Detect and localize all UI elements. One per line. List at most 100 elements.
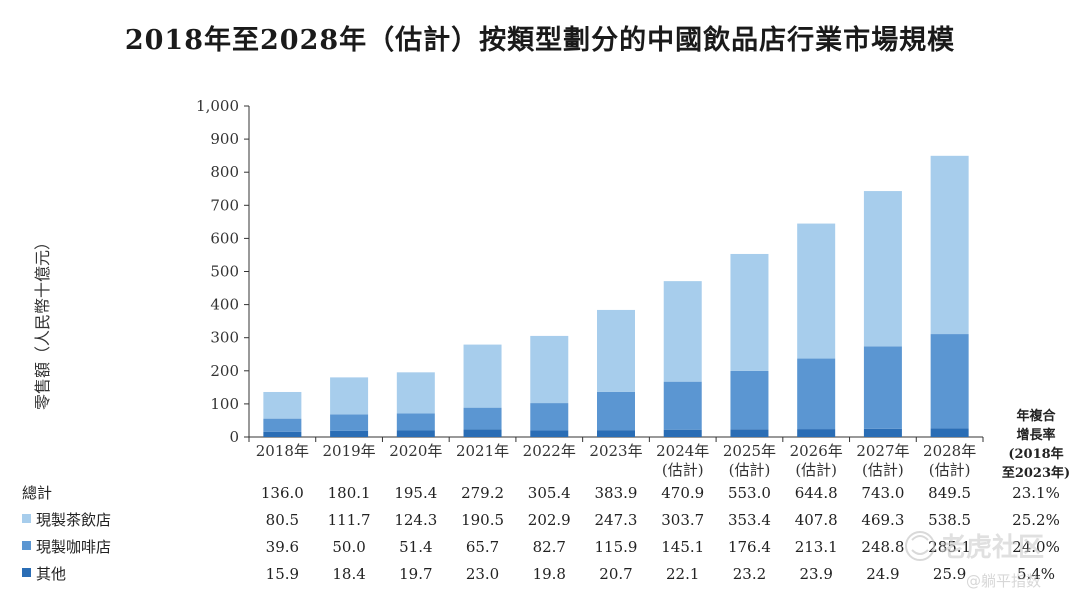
x-tick-label: (估計) (862, 461, 904, 479)
chart-title: 2018年至2028年（估計）按類型劃分的中國飲品店行業市場規模 (124, 25, 956, 56)
cagr-header-line: (2018年 (1008, 446, 1063, 462)
table-cell: 111.7 (328, 511, 371, 529)
bar-segment (463, 429, 502, 437)
table-cell: 23.9 (799, 565, 832, 583)
table-cell: 82.7 (533, 538, 566, 556)
table-cell: 353.4 (728, 511, 771, 529)
x-tick-label: (估計) (929, 461, 971, 479)
table-cell: 18.4 (332, 565, 365, 583)
table-cell: 136.0 (261, 484, 304, 502)
bar-segment (663, 429, 702, 437)
cagr-header-line: 增長率 (1016, 427, 1055, 443)
table-cell: 180.1 (328, 484, 371, 502)
x-tick-labels: 2018年 2019年 2020年 2021年 2022年 2023年 2024年(估計)2… (256, 442, 976, 479)
bar-segment (263, 431, 302, 437)
table-cell: 470.9 (661, 484, 704, 502)
legend-swatch (22, 514, 31, 523)
y-tick-label: 500 (210, 263, 239, 281)
table-cell: 202.9 (528, 511, 571, 529)
bar-segment (797, 223, 836, 359)
table-cell: 25.9 (933, 565, 966, 583)
table-cell: 190.5 (461, 511, 504, 529)
bar-segment (730, 253, 769, 371)
table-cell: 23.0 (466, 565, 499, 583)
table-cell: 115.9 (595, 538, 638, 556)
bar-segment (930, 334, 969, 429)
x-tick-label: (估計) (795, 461, 837, 479)
table-row-label: 現製茶飲店 (36, 511, 111, 529)
table-cell: 15.9 (266, 565, 299, 583)
bar-segment (797, 358, 836, 430)
x-tick-label: 2020年 (389, 442, 442, 460)
bar-segment (463, 344, 502, 408)
legend-swatch (22, 541, 31, 550)
x-tick-label: 2026年 (790, 442, 843, 460)
y-tick-label: 800 (210, 163, 239, 181)
y-axis-label: 零售額（人民幣十億元） (33, 234, 52, 410)
y-tick-label: 700 (210, 196, 239, 214)
table-cagr-cell: 24.0% (1012, 538, 1060, 556)
bar-segment (330, 414, 369, 431)
table-cell: 24.9 (866, 565, 899, 583)
table-cell: 247.3 (595, 511, 638, 529)
x-tick-label: 2022年 (523, 442, 576, 460)
bar-segment (597, 309, 635, 392)
table-cell: 145.1 (661, 538, 704, 556)
table-cell: 19.8 (533, 565, 566, 583)
cagr-header-line: 年複合 (1016, 408, 1056, 424)
table-cell: 303.7 (661, 511, 704, 529)
bar-segment (930, 155, 969, 335)
table-cell: 248.8 (861, 538, 904, 556)
table-row-label: 現製咖啡店 (36, 538, 111, 556)
x-tick-label: 2018年 (256, 442, 309, 460)
table-cell: 407.8 (795, 511, 838, 529)
x-tick-label: (估計) (662, 461, 704, 479)
bar-segment (797, 429, 836, 437)
bar-segment (730, 370, 769, 430)
x-tick-label: 2021年 (456, 442, 509, 460)
watermark-brand: 老虎社区 (940, 532, 1044, 563)
table-cell: 849.5 (928, 484, 971, 502)
bar-segment (663, 381, 702, 430)
y-axis-title: 零售額（人民幣十億元） (33, 234, 52, 410)
x-tick-label: 2025年 (723, 442, 776, 460)
x-tick-label: 2024年 (656, 442, 709, 460)
bar-segment (597, 430, 635, 437)
watermark-author: @躺平指数 (966, 572, 1041, 590)
table-cell: 538.5 (928, 511, 971, 529)
table-cell: 23.2 (733, 565, 766, 583)
table-cell: 50.0 (332, 538, 365, 556)
y-tick-label: 100 (210, 395, 239, 413)
y-tick-label: 600 (210, 229, 239, 247)
table-cell: 383.9 (595, 484, 638, 502)
y-tick-label: 400 (210, 296, 239, 314)
y-tick-label: 1,000 (196, 97, 239, 115)
bar-segment (463, 407, 502, 430)
bars (263, 155, 969, 437)
x-tick-label: 2023年 (589, 442, 642, 460)
table-cell: 305.4 (528, 484, 571, 502)
table-cell: 20.7 (599, 565, 632, 583)
table-cell: 22.1 (666, 565, 699, 583)
table-cell: 176.4 (728, 538, 771, 556)
table-cagr-cell: 23.1% (1012, 484, 1060, 502)
bar-segment (530, 430, 569, 437)
legend-swatch (22, 568, 31, 577)
bar-segment (330, 377, 369, 415)
data-table: 總計 136.0 180.1 195.4 279.2 305.4 383.9 470.9 553… (22, 484, 1060, 583)
y-tick-label: 300 (210, 329, 239, 347)
watermark: 老虎社区 @躺平指数 (905, 531, 1044, 590)
table-cell: 644.8 (795, 484, 838, 502)
table-cell: 285.1 (928, 538, 971, 556)
x-tick-label: (估計) (729, 461, 771, 479)
table-cell: 39.6 (266, 538, 299, 556)
bar-segment (263, 391, 302, 419)
bar-segment (730, 429, 769, 437)
x-tick-label: 2027年 (856, 442, 909, 460)
table-cell: 80.5 (266, 511, 299, 529)
y-tick-label: 200 (210, 362, 239, 380)
bar-segment (530, 335, 569, 404)
table-cell: 553.0 (728, 484, 771, 502)
